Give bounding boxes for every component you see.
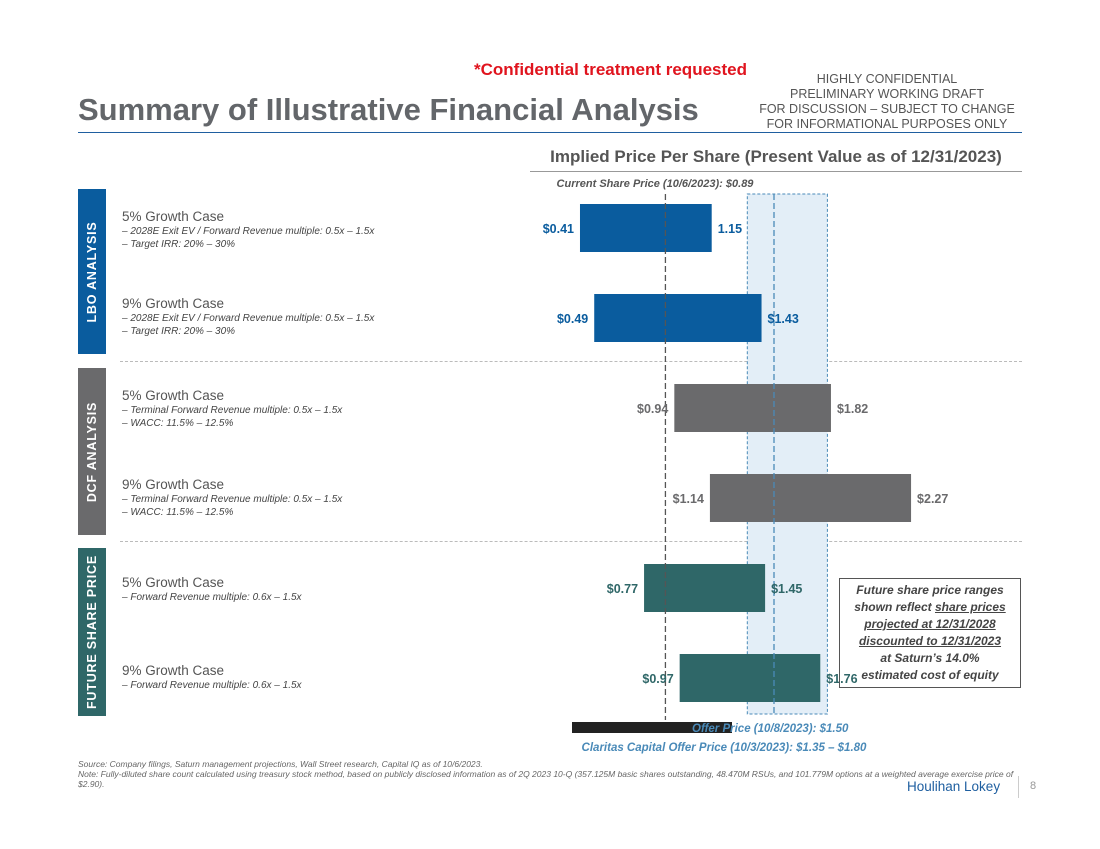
claritas-offer-band — [746, 193, 828, 715]
section-separator — [120, 541, 1022, 542]
callout-line: estimated cost of equity — [861, 668, 999, 682]
case-bullet: – WACC: 11.5% – 12.5% — [122, 418, 234, 429]
case-title: 9% Growth Case — [122, 663, 225, 678]
disclaimer-line: HIGHLY CONFIDENTIAL — [816, 72, 958, 86]
case-title: 9% Growth Case — [122, 296, 225, 311]
callout-line: at Saturn’s 14.0% — [880, 651, 980, 665]
case-description: 9% Growth Case – 2028E Exit EV / Forward… — [122, 296, 374, 338]
bar-low-label: $1.14 — [673, 492, 704, 506]
case-bullet: – Target IRR: 20% – 30% — [122, 326, 236, 337]
bar-low-label: $0.49 — [557, 312, 588, 326]
case-title: 9% Growth Case — [122, 477, 225, 492]
section-separator — [120, 361, 1022, 362]
range-bar — [679, 654, 821, 702]
range-bar — [579, 204, 712, 252]
brand-name: Houlihan Lokey — [907, 779, 1001, 794]
case-title: 5% Growth Case — [122, 388, 225, 403]
range-bar — [594, 294, 762, 342]
page-title: Summary of Illustrative Financial Analys… — [78, 92, 699, 127]
bar-high-label: $2.27 — [917, 492, 948, 506]
confidential-notice: *Confidential treatment requested — [474, 60, 747, 79]
draft-disclaimer: HIGHLY CONFIDENTIAL PRELIMINARY WORKING … — [750, 72, 1024, 132]
case-bullet: – 2028E Exit EV / Forward Revenue multip… — [122, 313, 375, 324]
case-title: 5% Growth Case — [122, 575, 225, 590]
bar-high-label: $1.82 — [837, 402, 868, 416]
title-divider — [78, 132, 1022, 133]
callout-underlined: discounted to 12/31/2023 — [858, 634, 1002, 648]
case-title: 5% Growth Case — [122, 209, 225, 224]
page-number: 8 — [1030, 780, 1037, 792]
range-bar — [674, 384, 831, 432]
case-bullet: – Terminal Forward Revenue multiple: 0.5… — [122, 405, 343, 416]
offer-legend-bar — [572, 722, 732, 733]
bar-high-label: $1.76 — [826, 672, 857, 686]
callout-underlined: projected at 12/31/2028 — [864, 617, 996, 631]
case-description: 5% Growth Case – 2028E Exit EV / Forward… — [122, 209, 374, 251]
source-text: Source: Company filings, Saturn manageme… — [78, 759, 483, 769]
case-description: 9% Growth Case – Forward Revenue multipl… — [122, 663, 302, 692]
footer-divider — [1018, 776, 1019, 798]
bar-high-label: $1.43 — [768, 312, 799, 326]
section-label-future-share-price: FUTURE SHARE PRICE — [78, 548, 106, 716]
disclaimer-line: FOR DISCUSSION – SUBJECT TO CHANGE — [759, 102, 1015, 116]
case-bullet: – WACC: 11.5% – 12.5% — [122, 507, 234, 518]
bar-high-label: $1.45 — [771, 582, 802, 596]
section-label-dcf: DCF ANALYSIS — [78, 368, 106, 535]
bar-low-label: $0.94 — [637, 402, 668, 416]
case-description: 5% Growth Case – Terminal Forward Revenu… — [122, 388, 342, 430]
bar-low-label: $0.77 — [607, 582, 638, 596]
note-text: Note: Fully-diluted share count calculat… — [78, 769, 1014, 789]
case-bullet: – Target IRR: 20% – 30% — [122, 239, 236, 250]
section-label-lbo: LBO ANALYSIS — [78, 189, 106, 354]
source-notes: Source: Company filings, Saturn manageme… — [78, 759, 1038, 789]
current-price-label: Current Share Price (10/6/2023): $0.89 — [557, 178, 755, 190]
disclaimer-line: FOR INFORMATIONAL PURPOSES ONLY — [766, 117, 1008, 131]
callout-line: shown reflect — [854, 600, 935, 614]
callout-line: Future share price ranges — [856, 583, 1004, 597]
callout-underlined: share prices — [934, 600, 1006, 614]
case-bullet: – Forward Revenue multiple: 0.6x – 1.5x — [122, 680, 302, 691]
bar-low-label: $0.97 — [642, 672, 673, 686]
range-bar — [709, 474, 912, 522]
case-bullet: – Terminal Forward Revenue multiple: 0.5… — [122, 494, 343, 505]
disclaimer-line: PRELIMINARY WORKING DRAFT — [789, 87, 984, 101]
offer-price-label: Offer Price (10/8/2023): $1.50 — [692, 723, 849, 735]
chart-title-divider — [530, 171, 1022, 172]
case-bullet: – Forward Revenue multiple: 0.6x – 1.5x — [122, 592, 302, 603]
chart-title: Implied Price Per Share (Present Value a… — [550, 147, 1002, 166]
bar-high-label: 1.15 — [718, 222, 742, 236]
case-description: 9% Growth Case – Terminal Forward Revenu… — [122, 477, 342, 519]
bar-low-label: $0.41 — [543, 222, 574, 236]
case-description: 5% Growth Case – Forward Revenue multipl… — [122, 575, 302, 604]
claritas-offer-label: Claritas Capital Offer Price (10/3/2023)… — [582, 742, 867, 754]
callout-note: Future share price ranges shown reflect … — [839, 578, 1021, 688]
case-bullet: – 2028E Exit EV / Forward Revenue multip… — [122, 226, 375, 237]
range-bar — [644, 564, 766, 612]
